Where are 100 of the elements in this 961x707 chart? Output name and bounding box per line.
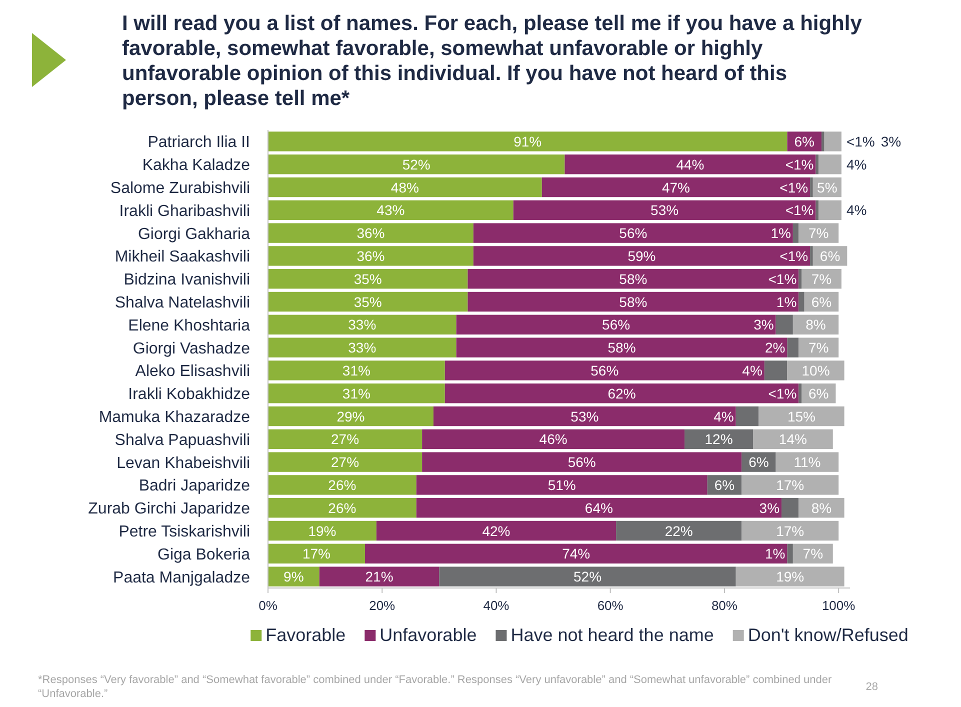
bar — [753, 429, 833, 449]
data-label: 6% — [794, 133, 814, 150]
data-label: 43% — [376, 202, 405, 218]
data-label: 53% — [650, 202, 679, 218]
data-label: 4% — [742, 362, 762, 378]
text: *Responses “Very favorable” and “Somewhat favorable” combined under “Favorable.” Responses “Very unfavorable” and “Somewhat unfavorable” combined under “Unfavorable.” — [38, 674, 832, 700]
data-label: 56% — [590, 362, 619, 378]
data-label: 46% — [539, 431, 568, 448]
bar — [810, 246, 813, 266]
y-tick-label: Mamuka Khazaradze — [98, 409, 250, 426]
bar — [422, 429, 685, 449]
data-label: 58% — [619, 294, 648, 310]
bar — [824, 132, 842, 152]
bar — [616, 520, 742, 541]
y-tick-label: Shalva Papuashvili — [114, 432, 250, 449]
data-label: <1% — [768, 385, 797, 402]
data-label: 26% — [328, 476, 356, 493]
data-label: 58% — [619, 270, 648, 287]
bar — [416, 498, 782, 518]
y-tick-label: Zurab Girchi Japaridze — [88, 500, 250, 518]
data-label: 33% — [348, 340, 376, 356]
data-label: 6% — [808, 385, 829, 402]
data-label: 1% — [776, 294, 797, 310]
x-tick-label: 40% — [483, 598, 510, 613]
y-tick-label: Giga Bokeria — [158, 546, 250, 564]
y-tick-label: Badri Japaridze — [138, 478, 250, 495]
data-label: 12% — [704, 431, 733, 448]
bar — [742, 520, 839, 541]
bar — [444, 360, 764, 380]
bar — [268, 475, 416, 495]
bar — [742, 475, 839, 495]
y-tick-label: Shalva Natelashvili — [114, 294, 250, 312]
data-label: 3% — [880, 133, 902, 150]
y-tick-label: Patriarch Ilia II — [148, 134, 250, 152]
data-label: 9% — [284, 568, 304, 585]
bar — [798, 223, 839, 243]
data-label: 56% — [568, 454, 596, 470]
bar — [542, 177, 810, 198]
data-label: 4% — [714, 408, 734, 424]
bar — [444, 384, 799, 404]
bar — [268, 429, 422, 449]
bar — [268, 269, 468, 289]
bar — [776, 452, 839, 472]
y-tick-label: Aleko Elisashvili — [135, 363, 250, 380]
x-tick-label: 20% — [369, 598, 396, 613]
data-label: 4% — [846, 202, 867, 218]
data-label: 59% — [628, 248, 656, 264]
y-tick-label: Elene Khoshtaria — [128, 317, 250, 334]
data-label: 51% — [548, 476, 576, 493]
y-tick-label: Levan Khabeishvili — [116, 454, 250, 472]
bar — [268, 566, 320, 586]
bar — [468, 269, 799, 289]
x-tick-label: 0% — [258, 598, 278, 613]
bar — [268, 338, 456, 358]
bar — [376, 520, 616, 541]
data-label: 31% — [342, 385, 370, 402]
bar — [818, 200, 842, 220]
bar — [268, 452, 422, 472]
y-tick-label: Paata Manjgaladze — [113, 569, 250, 586]
bar — [818, 154, 842, 174]
data-label: 52% — [574, 568, 602, 585]
bar — [422, 452, 742, 472]
data-label: 11% — [794, 454, 821, 470]
data-label: 19% — [308, 522, 336, 539]
data-label: 14% — [778, 431, 807, 448]
bar — [456, 338, 788, 358]
bar — [473, 223, 793, 243]
bar — [798, 384, 802, 404]
data-label: <1% — [780, 179, 808, 196]
bar — [798, 338, 839, 358]
data-label: 48% — [390, 179, 419, 196]
bar — [798, 292, 804, 312]
y-tick-label: Salome Zurabishvili — [110, 180, 250, 198]
data-label: 53% — [570, 408, 599, 424]
bar — [268, 223, 474, 243]
data-label: 35% — [354, 294, 382, 310]
data-label: 33% — [348, 316, 376, 333]
data-label: 19% — [776, 568, 804, 585]
bar — [473, 246, 810, 266]
bar — [268, 384, 445, 404]
y-tick-label: Irakli Gharibashvili — [119, 202, 250, 220]
y-tick-label: Giorgi Vashadze — [132, 340, 250, 358]
x-tick-label: 80% — [711, 598, 738, 613]
data-label: 7% — [811, 270, 832, 287]
bar — [513, 200, 816, 220]
data-label: 7% — [808, 340, 829, 356]
data-label: <1% — [785, 156, 814, 172]
data-label: 17% — [302, 546, 331, 562]
bar — [792, 223, 799, 243]
bar — [268, 314, 456, 334]
legend-label: Favorable — [266, 625, 346, 645]
data-label: 17% — [776, 522, 804, 539]
bar — [268, 292, 468, 312]
data-label: 6% — [811, 294, 832, 310]
bar — [268, 544, 365, 564]
bar — [468, 292, 799, 312]
x-tick-label: 100% — [822, 598, 856, 613]
data-label: 1% — [765, 546, 786, 562]
data-label: 10% — [802, 362, 830, 378]
data-label: 4% — [846, 156, 867, 172]
